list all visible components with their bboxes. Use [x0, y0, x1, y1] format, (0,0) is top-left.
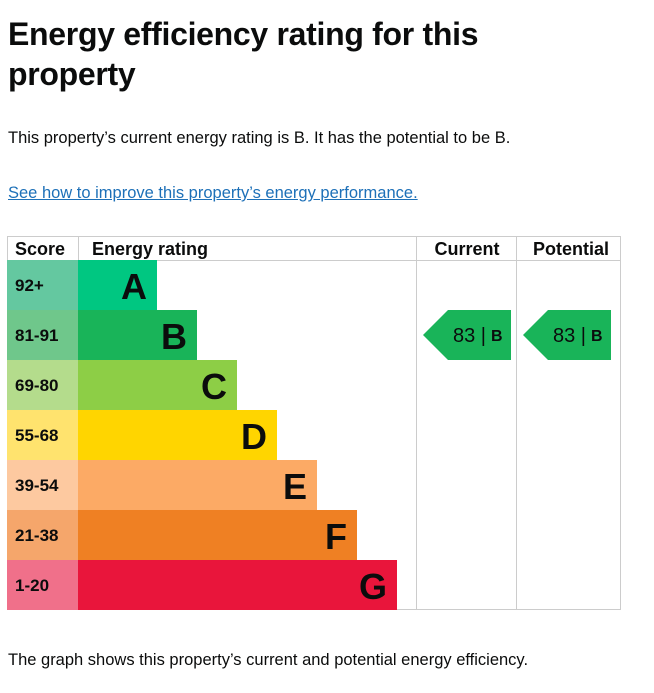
potential-rating-tag-arrow	[523, 310, 611, 360]
band-bar-d	[78, 410, 277, 460]
current-rating-tag: 83 | B	[423, 310, 511, 360]
band-bar-g	[78, 560, 397, 610]
score-label-c: 69-80	[15, 376, 58, 395]
energy-rating-chart: Score Energy rating Current Potential 92…	[7, 236, 621, 610]
band-letter-f: F	[325, 516, 347, 557]
rating-tags: 83 | B 83 | B	[423, 310, 611, 360]
current-rating-tag-value: 83 |	[453, 325, 486, 347]
chart-caption: The graph shows this property’s current …	[8, 651, 529, 669]
score-cell-c	[7, 360, 78, 410]
improve-energy-link[interactable]: See how to improve this property’s energ…	[8, 184, 418, 202]
band-letter-a: A	[121, 266, 147, 307]
score-label-b: 81-91	[15, 326, 58, 345]
potential-rating-tag: 83 | B	[523, 310, 611, 360]
current-rating-tag-letter: B	[491, 328, 503, 345]
score-label-f: 21-38	[15, 526, 58, 545]
score-label-g: 1-20	[15, 576, 49, 595]
rating-summary: This property’s current energy rating is…	[8, 129, 511, 147]
rating-bands: 92+ A 81-91 B 69-80 C 55-68 D 39-54 E 21-38 F 1-20 G	[7, 260, 397, 610]
band-bar-f	[78, 510, 357, 560]
header-energy-rating: Energy rating	[92, 239, 208, 259]
header-score: Score	[15, 239, 65, 259]
band-bar-a	[78, 260, 157, 310]
score-label-d: 55-68	[15, 426, 58, 445]
header-current: Current	[434, 239, 499, 259]
band-letter-g: G	[359, 566, 387, 607]
score-label-e: 39-54	[15, 476, 59, 495]
band-bar-b	[78, 310, 197, 360]
score-cell-b	[7, 310, 78, 360]
header-potential: Potential	[533, 239, 609, 259]
band-letter-e: E	[283, 466, 307, 507]
score-cell-e	[7, 460, 78, 510]
potential-rating-tag-letter: B	[591, 328, 603, 345]
score-cell-a	[7, 260, 78, 310]
band-letter-d: D	[241, 416, 267, 457]
band-bar-e	[78, 460, 317, 510]
band-bar-c	[78, 360, 237, 410]
score-cell-g	[7, 560, 78, 610]
band-letter-b: B	[161, 316, 187, 357]
score-label-a: 92+	[15, 276, 44, 295]
band-letter-c: C	[201, 366, 227, 407]
score-cell-f	[7, 510, 78, 560]
score-cell-d	[7, 410, 78, 460]
potential-rating-tag-value: 83 |	[553, 325, 586, 347]
page-title: Energy efficiency rating for this proper…	[8, 16, 479, 92]
current-rating-tag-arrow	[423, 310, 511, 360]
